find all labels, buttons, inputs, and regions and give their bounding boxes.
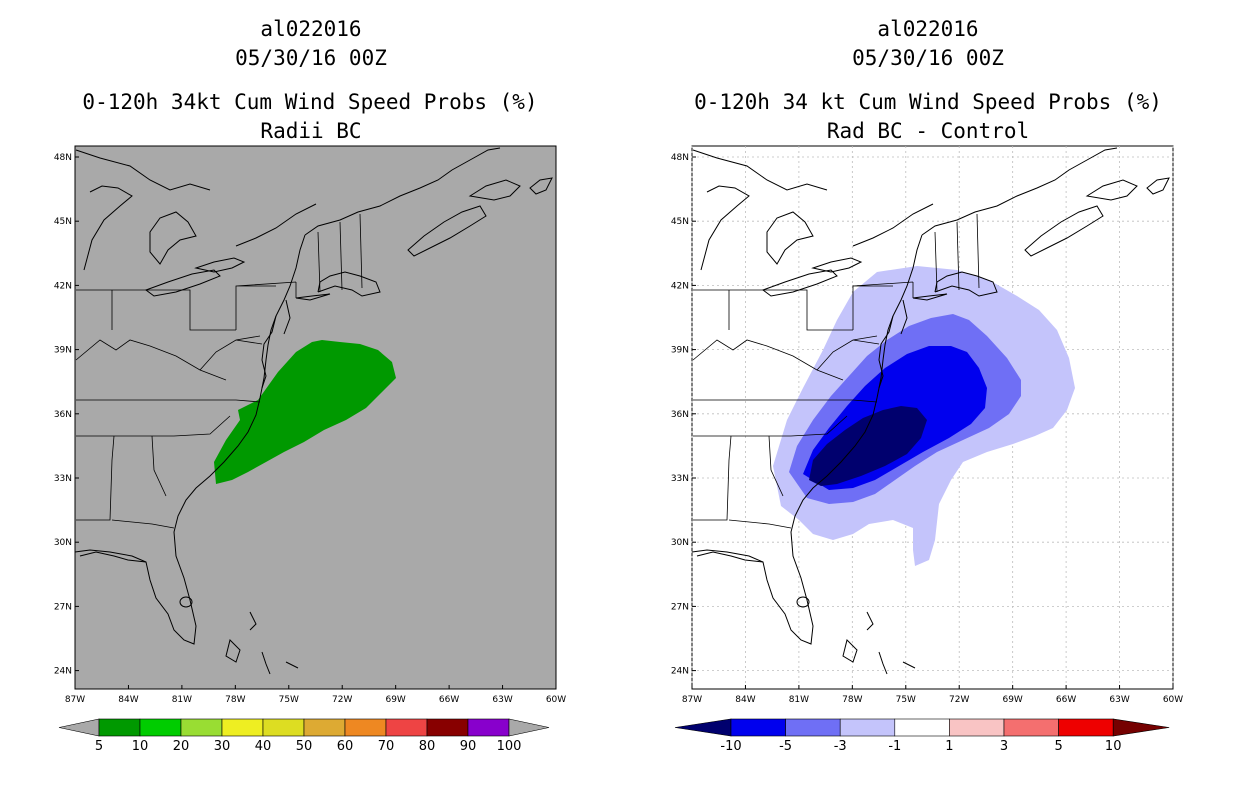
left-colorbar-label: 70	[378, 739, 395, 754]
left-colorbar-swatch	[344, 718, 387, 737]
right-colorbar: -10 -5 -3 -1 1 3 5 10	[674, 718, 1170, 754]
right-colorbar-swatch	[730, 718, 786, 737]
left-colorbar-low-arrow	[58, 718, 100, 737]
left-lon-tick-81W: 81W	[172, 695, 192, 705]
right-colorbar-label: 10	[1105, 739, 1122, 754]
right-colorbar-low-arrow	[674, 718, 732, 737]
left-lon-tick-63W: 63W	[492, 695, 512, 705]
right-lat-tick-42N: 42N	[671, 281, 689, 291]
right-lat-tick-45N: 45N	[671, 217, 689, 227]
left-colorbar-swatch	[139, 718, 182, 737]
right-lat-labels: 48N 45N 42N 39N 36N 33N 30N 27N 24N	[671, 153, 696, 677]
right-colorbar-swatch	[894, 718, 950, 737]
right-lon-tick-66W: 66W	[1056, 695, 1076, 705]
left-lat-tick-42N: 42N	[54, 281, 72, 291]
left-lat-tick-36N: 36N	[54, 410, 72, 420]
right-diff-contour-darkest	[809, 406, 927, 486]
right-lon-tick-60W: 60W	[1163, 695, 1183, 705]
left-colorbar-swatch	[262, 718, 305, 737]
left-lat-tick-30N: 30N	[54, 538, 72, 548]
right-lat-tick-36N: 36N	[671, 410, 689, 420]
right-colorbar-swatch	[949, 718, 1005, 737]
left-lon-tick-66W: 66W	[439, 695, 459, 705]
right-colorbar-swatch	[1003, 718, 1059, 737]
right-storm-id: al022016	[877, 17, 979, 41]
left-colorbar-label: 10	[132, 739, 149, 754]
right-lat-tick-24N: 24N	[671, 667, 689, 677]
left-colorbar: 5 10 20 30 40 50 60 70 80 90 100	[58, 718, 550, 754]
left-colorbar-swatch	[303, 718, 346, 737]
left-lon-tick-87W: 87W	[65, 695, 85, 705]
left-colorbar-swatch	[180, 718, 223, 737]
right-colorbar-swatch	[839, 718, 896, 737]
right-lon-tick-72W: 72W	[949, 695, 969, 705]
left-lon-tick-60W: 60W	[546, 695, 566, 705]
left-lon-tick-69W: 69W	[385, 695, 405, 705]
right-colorbar-label: -10	[720, 739, 741, 754]
left-datetime: 05/30/16 00Z	[235, 46, 387, 70]
left-colorbar-label: 30	[214, 739, 231, 754]
left-subtitle: Radii BC	[260, 119, 362, 143]
right-lat-tick-39N: 39N	[671, 346, 689, 356]
left-lat-tick-39N: 39N	[54, 346, 72, 356]
right-lat-tick-27N: 27N	[671, 602, 689, 612]
left-map: 48N 45N 42N 39N 36N 33N 30N 27N 24N 87W 84W 81W 78W…	[54, 145, 566, 705]
right-lat-tick-30N: 30N	[671, 538, 689, 548]
right-lon-tick-81W: 81W	[789, 695, 809, 705]
right-subtitle: Rad BC - Control	[826, 119, 1030, 143]
left-colorbar-swatch	[385, 718, 428, 737]
left-colorbar-label: 20	[173, 739, 190, 754]
left-colorbar-swatch	[426, 718, 469, 737]
left-colorbar-label: 80	[419, 739, 436, 754]
right-lat-tick-33N: 33N	[671, 474, 689, 484]
right-lon-tick-69W: 69W	[1002, 695, 1022, 705]
left-lon-tick-78W: 78W	[225, 695, 245, 705]
right-colorbar-label: 3	[1000, 739, 1008, 754]
right-lon-tick-84W: 84W	[735, 695, 755, 705]
left-colorbar-swatch	[98, 718, 141, 737]
left-colorbar-label: 60	[337, 739, 354, 754]
left-lat-tick-45N: 45N	[54, 217, 72, 227]
right-lon-tick-63W: 63W	[1109, 695, 1129, 705]
left-lon-tick-75W: 75W	[279, 695, 299, 705]
right-lon-labels: 87W 84W 81W 78W 75W 72W 69W 66W 63W 60W	[682, 685, 1183, 705]
left-lat-tick-27N: 27N	[54, 602, 72, 612]
right-colorbar-high-arrow	[1112, 718, 1170, 737]
left-colorbar-high-arrow	[508, 718, 550, 737]
left-prob-shading	[214, 340, 396, 484]
right-colorbar-label: 5	[1054, 739, 1062, 754]
left-lat-labels: 48N 45N 42N 39N 36N 33N 30N 27N 24N	[54, 153, 79, 677]
left-colorbar-label: 40	[255, 739, 272, 754]
right-colorbar-label: -1	[888, 739, 901, 754]
right-colorbar-swatch	[1058, 718, 1114, 737]
right-lat-tick-48N: 48N	[671, 153, 689, 163]
right-lon-tick-75W: 75W	[896, 695, 916, 705]
left-lat-tick-48N: 48N	[54, 153, 72, 163]
left-colorbar-label: 5	[95, 739, 103, 754]
right-colorbar-swatch	[785, 718, 841, 737]
left-colorbar-label: 90	[460, 739, 477, 754]
right-product-title: 0-120h 34 kt Cum Wind Speed Probs (%)	[694, 90, 1162, 114]
left-lon-tick-72W: 72W	[332, 695, 352, 705]
right-datetime: 05/30/16 00Z	[852, 46, 1004, 70]
left-colorbar-label: 100	[497, 739, 522, 754]
left-lon-tick-84W: 84W	[118, 695, 138, 705]
left-lon-labels: 87W 84W 81W 78W 75W 72W 69W 66W 63W 60W	[65, 685, 566, 705]
right-map: 48N 45N 42N 39N 36N 33N 30N 27N 24N 87W 84W 81W 78W…	[671, 145, 1183, 705]
right-colorbar-label: -3	[834, 739, 847, 754]
left-storm-id: al022016	[260, 17, 362, 41]
right-colorbar-label: -5	[779, 739, 792, 754]
right-colorbar-label: 1	[945, 739, 953, 754]
left-colorbar-label: 50	[296, 739, 313, 754]
left-product-title: 0-120h 34kt Cum Wind Speed Probs (%)	[82, 90, 538, 114]
left-colorbar-swatch	[467, 718, 510, 737]
right-lon-tick-78W: 78W	[842, 695, 862, 705]
left-colorbar-swatch	[221, 718, 264, 737]
right-lon-tick-87W: 87W	[682, 695, 702, 705]
left-lat-tick-33N: 33N	[54, 474, 72, 484]
left-lat-tick-24N: 24N	[54, 667, 72, 677]
